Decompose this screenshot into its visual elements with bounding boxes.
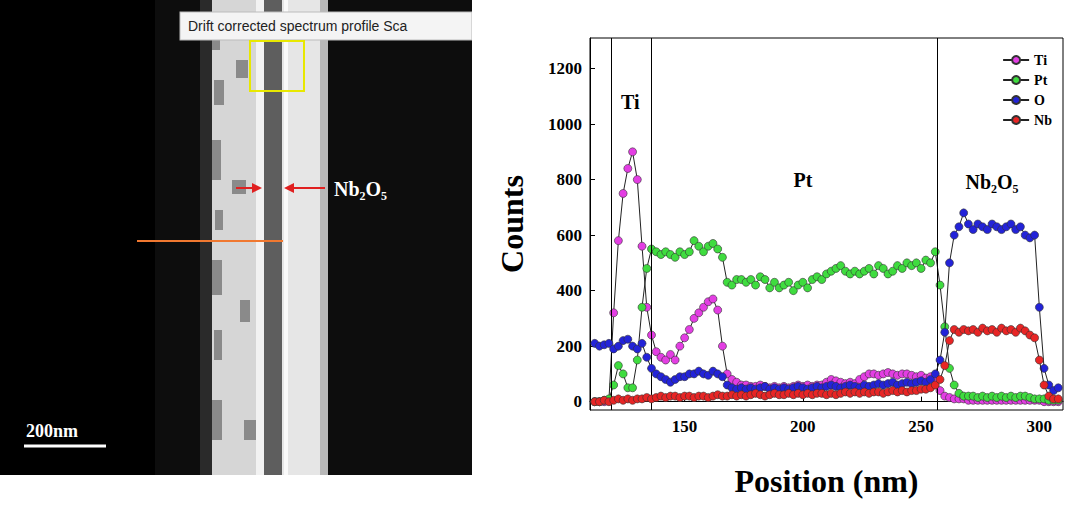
svg-text:Pt: Pt bbox=[1034, 73, 1048, 88]
svg-text:0: 0 bbox=[574, 392, 583, 411]
svg-text:Nb₂O₅: Nb₂O₅ bbox=[965, 171, 1018, 193]
svg-text:200: 200 bbox=[790, 417, 816, 436]
svg-text:200: 200 bbox=[557, 337, 583, 356]
svg-text:1200: 1200 bbox=[548, 59, 582, 78]
svg-text:600: 600 bbox=[557, 226, 583, 245]
svg-text:200nm: 200nm bbox=[26, 421, 78, 441]
svg-text:Position (nm): Position (nm) bbox=[735, 463, 919, 499]
svg-text:300: 300 bbox=[1027, 417, 1053, 436]
svg-text:Nb: Nb bbox=[1034, 113, 1052, 128]
svg-text:150: 150 bbox=[672, 417, 698, 436]
svg-text:Ti: Ti bbox=[621, 91, 640, 113]
svg-text:Nb₂O₅: Nb₂O₅ bbox=[334, 178, 387, 200]
svg-text:Drift corrected spectrum profi: Drift corrected spectrum profile Sca bbox=[188, 18, 408, 34]
svg-text:O: O bbox=[1034, 93, 1045, 108]
svg-text:1000: 1000 bbox=[548, 115, 582, 134]
svg-text:Pt: Pt bbox=[793, 169, 812, 191]
svg-text:Ti: Ti bbox=[1034, 53, 1047, 68]
svg-text:800: 800 bbox=[557, 170, 583, 189]
svg-text:Counts: Counts bbox=[494, 175, 530, 273]
svg-text:400: 400 bbox=[557, 281, 583, 300]
svg-text:250: 250 bbox=[908, 417, 934, 436]
